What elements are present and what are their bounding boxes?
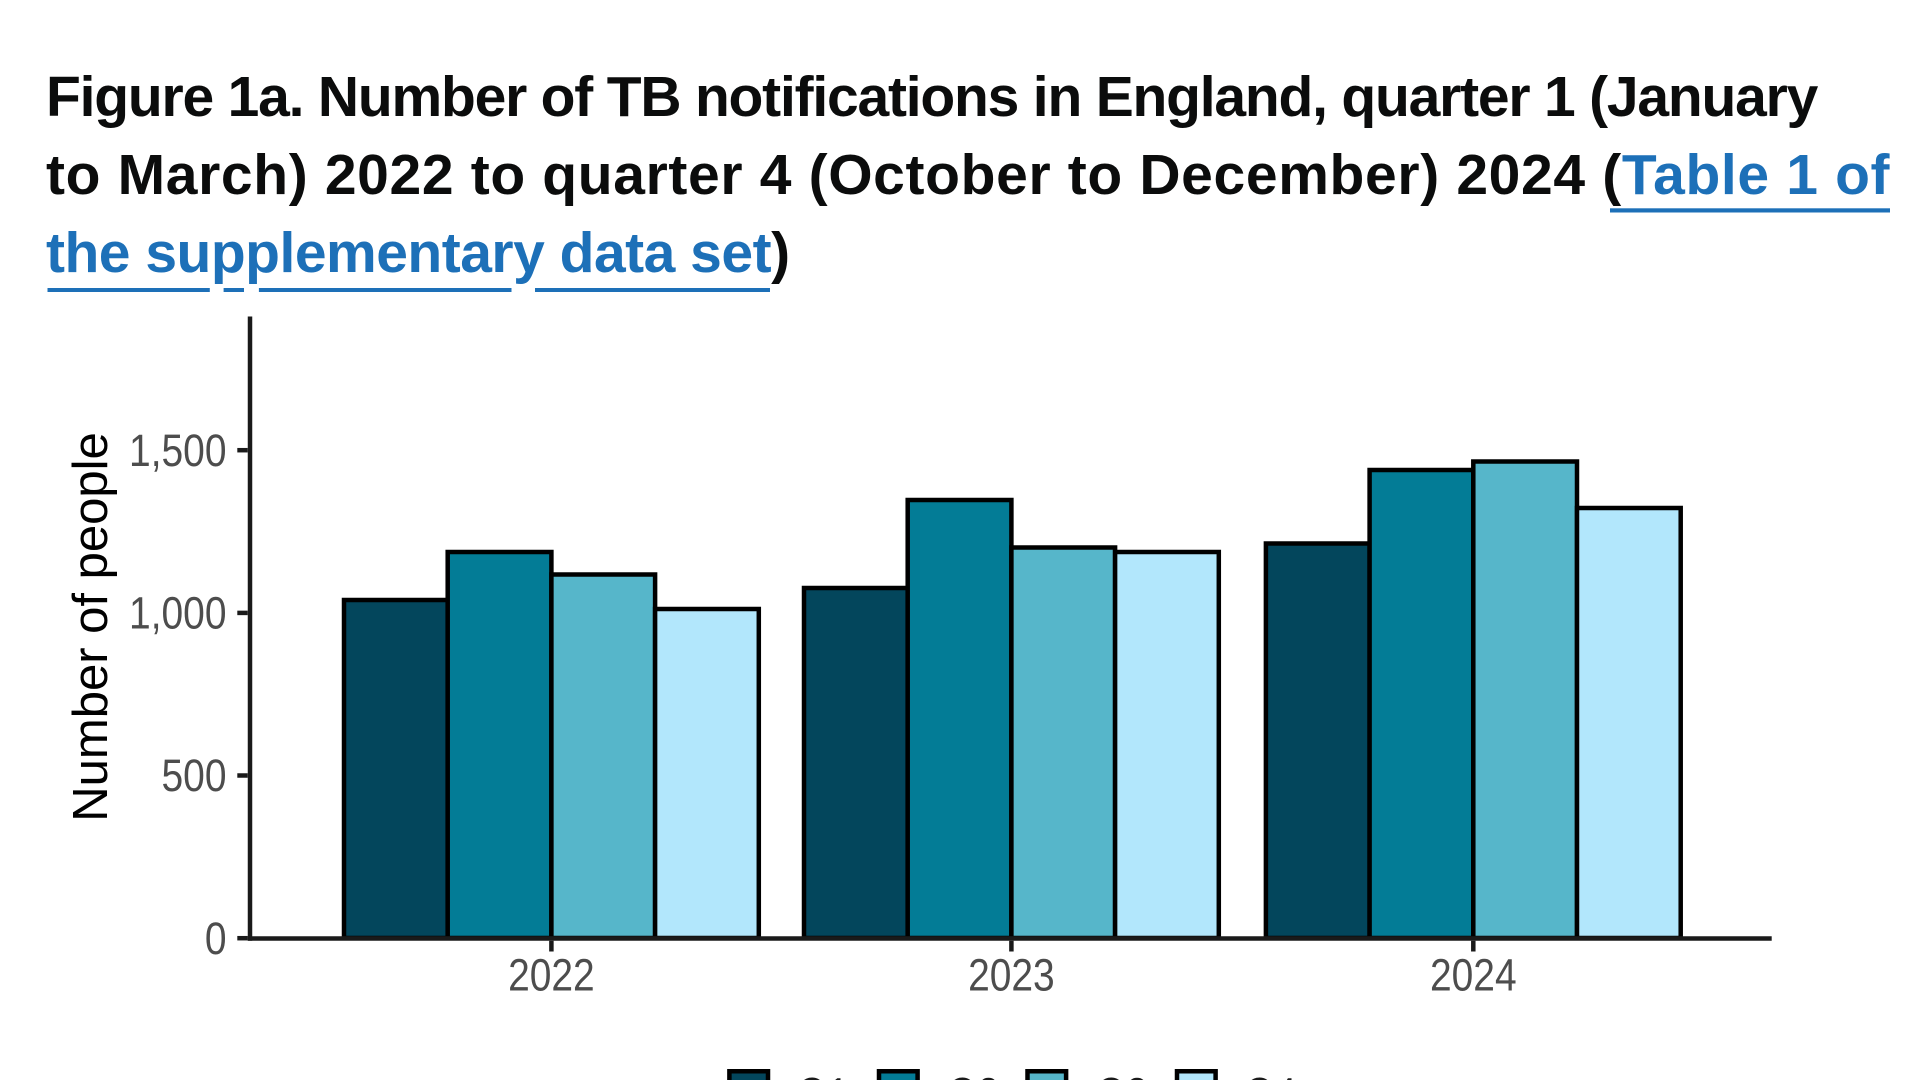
svg-text:1,000: 1,000 [129,588,226,638]
svg-text:Q2: Q2 [947,1069,999,1080]
svg-text:Q3: Q3 [1096,1069,1148,1080]
svg-text:0: 0 [205,913,227,963]
svg-text:1,500: 1,500 [129,425,226,475]
svg-text:2022: 2022 [508,950,595,1000]
svg-text:Number of people: Number of people [64,432,118,822]
svg-text:2023: 2023 [968,950,1055,1000]
svg-text:2024: 2024 [1430,950,1517,1000]
svg-text:Q4: Q4 [1244,1069,1296,1080]
svg-text:500: 500 [162,750,227,800]
svg-text:Q1: Q1 [797,1069,849,1080]
